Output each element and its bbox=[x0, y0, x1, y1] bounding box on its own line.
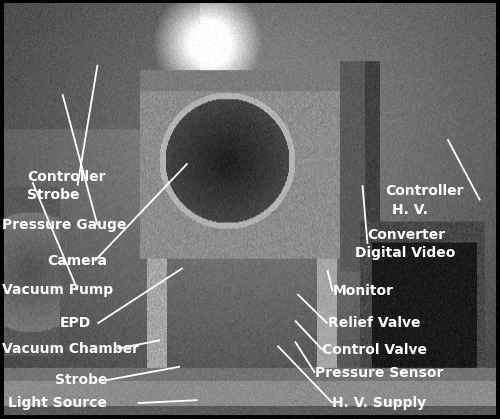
Text: Vacuum Chamber: Vacuum Chamber bbox=[2, 341, 140, 356]
Text: Strobe: Strobe bbox=[28, 188, 80, 202]
Text: Digital Video: Digital Video bbox=[355, 246, 456, 261]
Text: Controller: Controller bbox=[28, 170, 106, 184]
Text: Strobe: Strobe bbox=[55, 373, 108, 388]
Text: Monitor: Monitor bbox=[332, 284, 394, 298]
Text: EPD: EPD bbox=[60, 316, 91, 331]
Text: Pressure Gauge: Pressure Gauge bbox=[2, 218, 127, 233]
Text: Light Source: Light Source bbox=[8, 396, 106, 410]
Text: Relief Valve: Relief Valve bbox=[328, 316, 420, 331]
Text: Converter: Converter bbox=[368, 228, 446, 242]
Text: H. V. Supply: H. V. Supply bbox=[332, 396, 426, 410]
Text: Pressure Sensor: Pressure Sensor bbox=[315, 366, 444, 380]
Text: H. V.: H. V. bbox=[392, 202, 428, 217]
Text: Controller: Controller bbox=[385, 184, 464, 198]
Text: Control Valve: Control Valve bbox=[322, 343, 428, 357]
Text: Vacuum Pump: Vacuum Pump bbox=[2, 283, 114, 297]
Text: Camera: Camera bbox=[48, 253, 108, 268]
